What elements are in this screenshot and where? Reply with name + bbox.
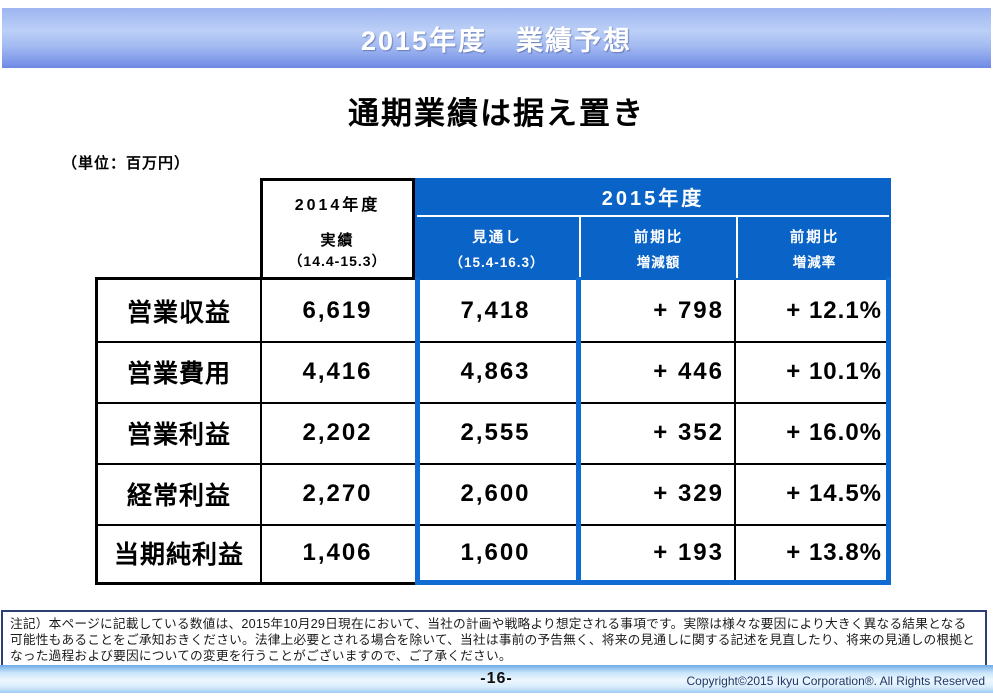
change-rate: + 14.5% — [786, 479, 882, 507]
grid-line — [95, 524, 891, 526]
header-2014-year: 2014年度 — [294, 197, 381, 214]
column-header-2015: 2015年度 見通し （15.4-16.3） 前期比 増減額 前期比 増減率 — [415, 178, 891, 280]
table-row: 当期純利益 1,406 1,600 + 193 + 13.8% — [98, 524, 888, 582]
change-amount: + 329 — [653, 479, 724, 507]
header-2015-year: 2015年度 — [601, 188, 705, 210]
actual-value: 6,619 — [302, 296, 373, 324]
page-title: 通期業績は据え置き — [348, 96, 645, 131]
financial-table: 2014年度 実績 （14.4-15.3） 2015年度 見通し （15.4-1… — [95, 178, 891, 585]
disclaimer-note: 注記）本ページに記載している数値は、2015年10月29日現在において、当社の計… — [1, 610, 987, 665]
footer-bar — [0, 665, 993, 693]
highlight-outline — [415, 277, 420, 585]
table-row: 営業利益 2,202 2,555 + 352 + 16.0% — [98, 402, 888, 463]
grid-line — [95, 402, 891, 404]
row-label: 経常利益 — [126, 481, 231, 510]
grid-line — [260, 277, 262, 585]
table-row: 経常利益 2,270 2,600 + 329 + 14.5% — [98, 463, 888, 524]
header-change-amount: 前期比 増減額 — [579, 217, 736, 278]
forecast-value: 7,418 — [460, 296, 531, 324]
header-2014-actual: 実績 — [320, 232, 355, 249]
grid-line — [95, 277, 98, 585]
banner-title: 2015年度 業績予想 — [360, 25, 633, 56]
change-amount: + 798 — [653, 296, 724, 324]
grid-line — [95, 341, 891, 343]
table-row: 営業収益 6,619 7,418 + 798 + 12.1% — [98, 280, 888, 341]
change-rate: + 10.1% — [786, 357, 882, 385]
header-change-rate: 前期比 増減率 — [736, 217, 891, 278]
table-row: 営業費用 4,416 4,863 + 446 + 10.1% — [98, 341, 888, 402]
row-label: 営業利益 — [126, 420, 231, 449]
change-amount: + 446 — [653, 357, 724, 385]
forecast-value: 2,600 — [460, 479, 531, 507]
slide-header-banner: 2015年度 業績予想 — [2, 8, 991, 68]
forecast-value: 2,555 — [460, 418, 531, 446]
column-header-2014: 2014年度 実績 （14.4-15.3） — [260, 178, 415, 280]
forecast-value: 1,600 — [460, 539, 531, 566]
highlight-outline — [576, 277, 581, 585]
page-number: -16- — [480, 670, 513, 687]
header-2014-period: （14.4-15.3） — [288, 253, 387, 269]
grid-line — [95, 463, 891, 465]
actual-value: 2,270 — [302, 479, 373, 507]
copyright-text: Copyright©2015 Ikyu Corporation®. All Ri… — [686, 674, 986, 688]
change-amount: + 193 — [653, 539, 724, 566]
forecast-value: 4,863 — [460, 357, 531, 385]
grid-line — [734, 277, 736, 585]
change-rate: + 13.8% — [786, 539, 882, 566]
change-amount: + 352 — [653, 418, 724, 446]
header-forecast: 見通し （15.4-16.3） — [449, 230, 545, 270]
highlight-outline — [886, 277, 891, 585]
row-label: 営業収益 — [126, 298, 231, 327]
row-label: 営業費用 — [126, 359, 231, 388]
change-rate: + 16.0% — [786, 418, 882, 446]
unit-label: （単位：百万円） — [62, 155, 191, 172]
change-rate: + 12.1% — [786, 296, 882, 324]
actual-value: 4,416 — [302, 357, 373, 385]
actual-value: 1,406 — [302, 539, 373, 566]
row-label: 当期純利益 — [113, 541, 244, 569]
header-divider — [417, 215, 889, 217]
actual-value: 2,202 — [302, 418, 373, 446]
highlight-outline — [415, 580, 891, 585]
